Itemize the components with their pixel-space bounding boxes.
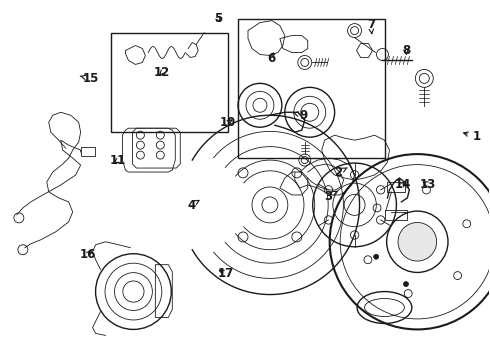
Text: 17: 17 (218, 267, 234, 280)
Text: 14: 14 (395, 178, 411, 191)
Bar (238, 19, 386, 158)
Text: 15: 15 (80, 72, 99, 85)
Text: 16: 16 (80, 248, 96, 261)
Text: 4: 4 (187, 199, 199, 212)
Text: 10: 10 (220, 116, 236, 129)
Text: 13: 13 (420, 178, 436, 191)
Text: 9: 9 (294, 109, 308, 122)
Bar (81, 147, 95, 156)
Bar (386, 210, 407, 220)
Bar (388, 182, 405, 192)
Text: 6: 6 (268, 51, 276, 64)
Bar (111, 32, 228, 132)
Text: 11: 11 (110, 154, 126, 167)
Text: 3: 3 (324, 190, 337, 203)
Text: 5: 5 (214, 12, 222, 25)
Text: 2: 2 (334, 166, 347, 179)
Circle shape (374, 254, 379, 259)
Text: 8: 8 (402, 44, 410, 57)
Text: 7: 7 (367, 18, 375, 34)
Circle shape (398, 222, 437, 261)
Circle shape (403, 282, 409, 287)
Text: 1: 1 (464, 130, 481, 144)
Text: 12: 12 (154, 66, 170, 79)
